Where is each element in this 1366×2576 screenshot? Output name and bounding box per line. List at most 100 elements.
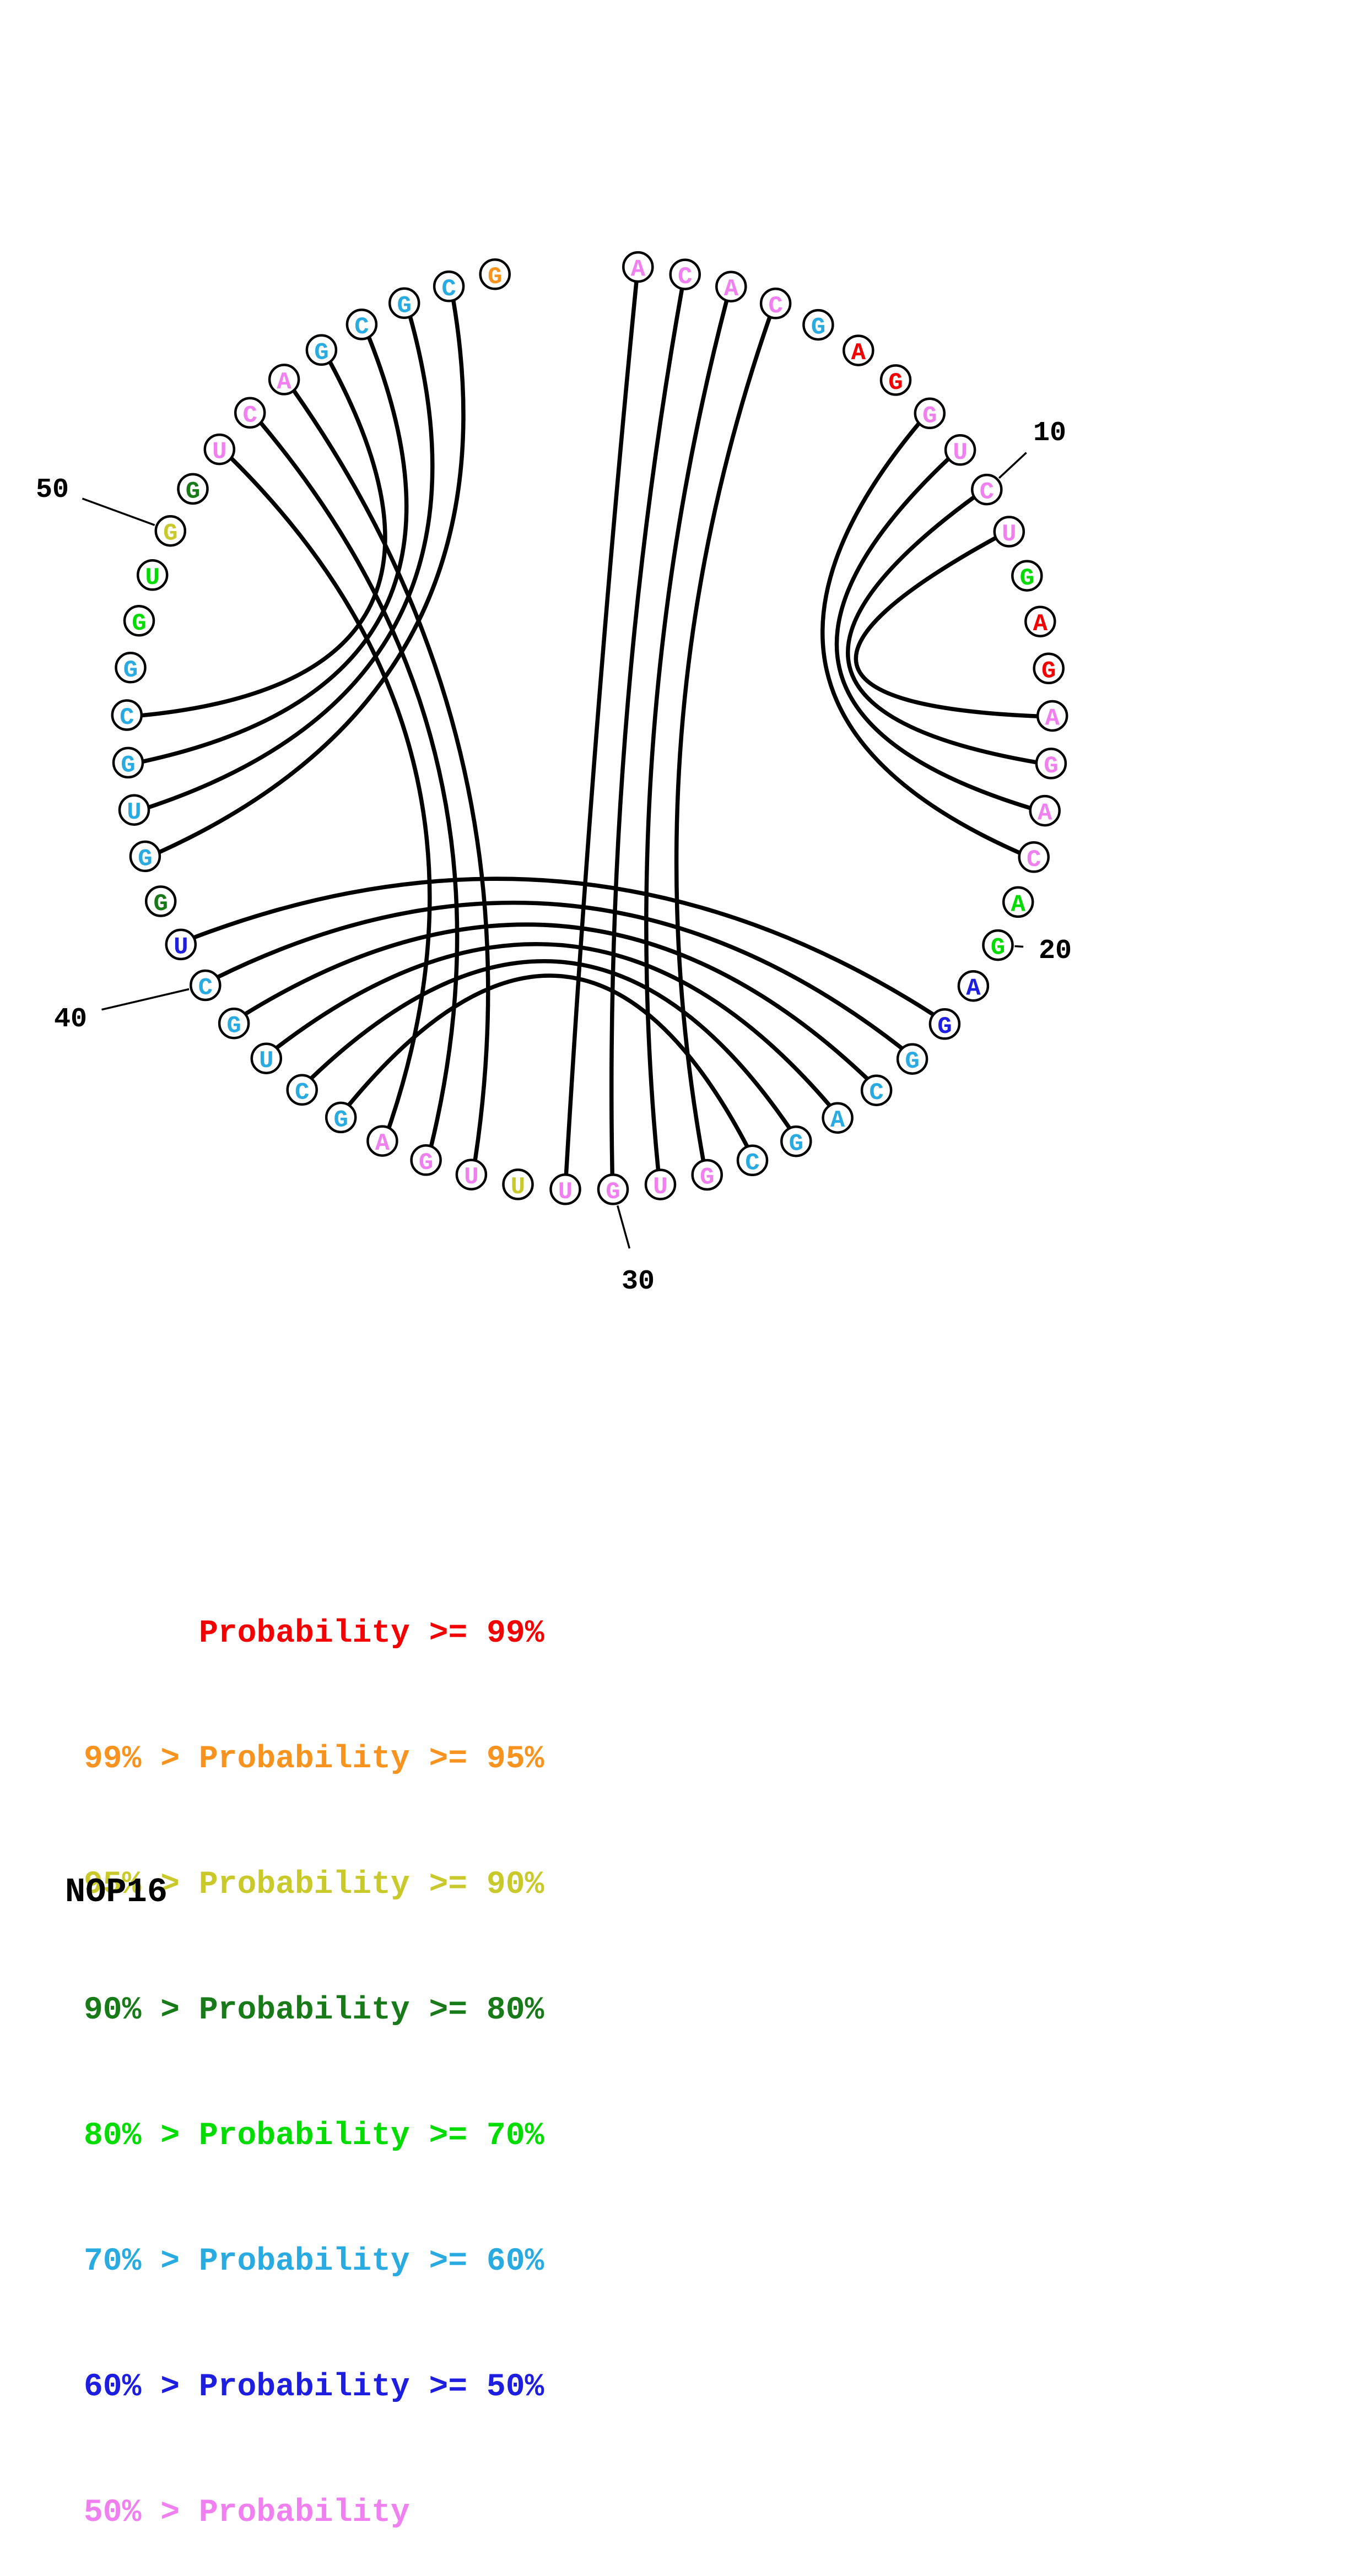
nucleotide-node-circle [366, 1125, 398, 1157]
base-pair-arc [292, 389, 490, 1161]
legend-row: 99% > Probability >= 95% [84, 1741, 544, 1777]
base-pair-arc [275, 941, 832, 1107]
nucleotide-nodes: A C ACGAGGUCUGAGAGACAGAGGCAGCGUGUUUGAGCUGC… [111, 251, 1068, 1206]
nucleotide-letter: G [1044, 753, 1058, 780]
label-leader-lines [82, 452, 1027, 1249]
nucleotide-letter: G [789, 1130, 803, 1158]
legend-row: 90% > Probability >= 80% [84, 1993, 544, 2028]
nucleotide-letter: A [724, 275, 739, 303]
nucleotide-node-circle [759, 288, 792, 320]
nucleotide-letter: G [333, 1106, 348, 1134]
base-pair-arc [674, 316, 772, 1161]
nucleotide-letter: G [138, 845, 152, 873]
nucleotide-letter: U [953, 439, 967, 467]
label-leader-line [101, 988, 190, 1011]
nucleotide-node-circle [154, 515, 187, 547]
label-leader-line [82, 497, 155, 526]
nucleotide-node-circle [1033, 652, 1065, 685]
base-pair-arc [148, 316, 435, 810]
nucleotide-node-circle [1035, 748, 1067, 780]
base-pair-arcs [141, 281, 1038, 1175]
plot-canvas: A C ACGAGGUCUGAGAGACAGAGGCAGCGUGUUUGAGCUGC… [36, 251, 1072, 1297]
legend-row: 80% > Probability >= 70% [84, 2118, 544, 2154]
nucleotide-node-circle [177, 473, 209, 505]
nucleotide-letter: C [198, 975, 213, 1002]
nucleotide-letter: G [1041, 657, 1056, 685]
position-label: 30 [622, 1266, 655, 1297]
nucleotide-letter: A [966, 975, 981, 1003]
nucleotide-node-circle [736, 1144, 769, 1177]
base-pair-arc [158, 300, 466, 854]
base-pair-arc [820, 421, 1021, 855]
nucleotide-letter: C [441, 275, 456, 303]
nucleotide-letter: G [397, 292, 411, 320]
nucleotide-node-circle [549, 1173, 581, 1205]
nucleotide-letter: A [1033, 610, 1048, 638]
label-leader-line [1014, 945, 1024, 948]
nucleotide-letter: C [869, 1079, 883, 1107]
nucleotide-letter: G [123, 657, 138, 684]
position-label: 40 [54, 1004, 87, 1035]
nucleotide-node-circle [879, 364, 912, 396]
label-leader-line [617, 1205, 631, 1249]
nucleotide-node-circle [944, 434, 976, 466]
nucleotide-node-circle [250, 1042, 283, 1074]
nucleotide-node-circle [860, 1074, 893, 1106]
base-pair-arc [229, 456, 432, 1129]
nucleotide-letter: C [980, 479, 994, 506]
nucleotide-node-circle [622, 251, 654, 283]
position-label: 10 [1033, 418, 1066, 449]
nucleotide-node-circle [780, 1125, 812, 1157]
nucleotide-node-circle [286, 1074, 318, 1106]
nucleotide-letter: U [653, 1173, 667, 1201]
nucleotide-node-circle [190, 969, 222, 1002]
nucleotide-letter: G [132, 610, 146, 637]
nucleotide-letter: G [606, 1178, 620, 1206]
nucleotide-node-circle [112, 746, 144, 779]
nucleotide-node-circle [1024, 605, 1056, 637]
legend-row: 70% > Probability >= 60% [84, 2244, 544, 2280]
nucleotide-node-circle [669, 258, 701, 290]
nucleotide-node-circle [802, 309, 834, 341]
nucleotide-node-circle [1011, 560, 1043, 592]
nucleotide-letter: G [1020, 565, 1034, 592]
base-pair-arc [244, 922, 869, 1081]
nucleotide-node-circle [218, 1007, 250, 1040]
base-pair-arc [310, 959, 792, 1130]
nucleotide-node-circle [896, 1043, 928, 1075]
base-pair-arc [217, 900, 904, 1051]
plot-title: NOP16 [65, 1873, 168, 1912]
nucleotide-letter: G [419, 1149, 433, 1177]
nucleotide-node-circle [325, 1101, 357, 1134]
legend-row: 60% > Probability >= 50% [84, 2369, 544, 2405]
base-pair-arc [846, 495, 1037, 765]
nucleotide-letter: A [851, 339, 866, 367]
nucleotide-node-circle [234, 397, 266, 429]
nucleotide-letter: A [631, 256, 646, 284]
nucleotide-node-circle [715, 270, 747, 302]
nucleotide-node-circle [1002, 886, 1034, 918]
nucleotide-letter: U [145, 564, 159, 592]
nucleotide-node-circle [455, 1159, 488, 1190]
base-pair-arc [564, 281, 639, 1175]
nucleotide-letter: U [127, 799, 141, 826]
nucleotide-node-circle [268, 364, 300, 396]
nucleotide-letter: C [242, 402, 257, 429]
nucleotide-letter: G [488, 263, 502, 291]
nucleotide-node-circle [597, 1173, 629, 1205]
nucleotide-node-circle [433, 270, 465, 302]
nucleotide-letter: A [830, 1107, 845, 1134]
nucleotide-node-circle [928, 1008, 961, 1040]
nucleotide-letter: C [768, 293, 782, 320]
position-label: 50 [36, 474, 69, 506]
nucleotide-letter: A [1045, 705, 1060, 733]
nucleotide-letter: A [1011, 891, 1025, 918]
nucleotide-node-circle [345, 309, 378, 340]
base-pair-arc [193, 876, 935, 1016]
nucleotide-node-circle [111, 699, 143, 731]
nucleotide-letter: U [511, 1173, 525, 1201]
nucleotide-node-circle [1018, 841, 1050, 873]
nucleotide-letter: U [464, 1163, 478, 1191]
legend-row: 50% > Probability [84, 2495, 410, 2531]
nucleotide-node-circle [165, 928, 197, 961]
